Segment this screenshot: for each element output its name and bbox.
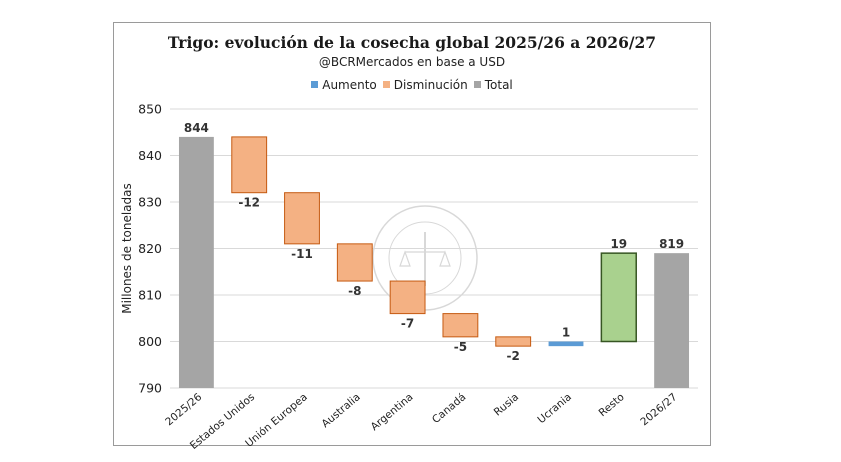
data-label-5: -5 xyxy=(454,340,467,354)
category-label-6: Rusia xyxy=(492,391,521,418)
y-axis-label: Millones de toneladas xyxy=(120,183,134,314)
bar-8 xyxy=(600,252,637,343)
bar-1 xyxy=(231,136,268,194)
y-tick-label: 800 xyxy=(138,334,162,349)
category-label-0: 2025/26 xyxy=(163,391,204,428)
legend-item-2: Total xyxy=(473,78,513,92)
bar-6 xyxy=(495,336,532,347)
bar-2 xyxy=(284,192,320,245)
legend-item-0: Aumento xyxy=(311,78,377,92)
category-label-7: Ucrania xyxy=(535,391,574,426)
bar-9 xyxy=(654,253,690,388)
y-tick-label: 820 xyxy=(138,241,162,256)
legend-swatch xyxy=(311,81,319,88)
legend-label: Total xyxy=(484,78,513,92)
legend-item-1: Disminución xyxy=(382,78,468,92)
seal-scales xyxy=(399,250,451,267)
data-label-0: 844 xyxy=(184,121,209,135)
data-label-3: -8 xyxy=(348,284,361,298)
category-label-3: Australia xyxy=(319,391,362,430)
bar-5 xyxy=(442,313,479,338)
bar-7 xyxy=(548,341,584,347)
legend-swatch xyxy=(473,81,481,88)
y-tick-label: 830 xyxy=(138,195,162,210)
data-label-9: 819 xyxy=(659,237,684,251)
bar-3 xyxy=(336,243,373,282)
data-label-4: -7 xyxy=(401,317,414,331)
y-tick-label: 790 xyxy=(138,381,162,396)
category-label-4: Argentina xyxy=(369,391,416,433)
category-label-5: Canadá xyxy=(430,391,468,426)
bar-4 xyxy=(389,280,426,315)
chart-subtitle: @BCRMercados en base a USD xyxy=(318,55,506,69)
y-tick-label: 850 xyxy=(138,102,162,117)
data-label-8: 19 xyxy=(610,237,627,251)
category-label-8: Resto xyxy=(597,391,627,419)
legend: Aumento Disminución Total xyxy=(113,78,711,92)
legend-label: Disminución xyxy=(393,78,468,92)
category-label-9: 2026/27 xyxy=(638,391,679,428)
bar-0 xyxy=(178,136,214,388)
chart-title: Trigo: evolución de la cosecha global 20… xyxy=(167,33,657,52)
data-label-1: -12 xyxy=(238,196,260,210)
y-tick-label: 810 xyxy=(138,288,162,303)
data-label-2: -11 xyxy=(291,247,313,261)
legend-swatch xyxy=(382,81,390,88)
legend-label: Aumento xyxy=(322,78,377,92)
data-label-7: 1 xyxy=(562,326,570,340)
data-label-6: -2 xyxy=(507,349,520,363)
y-tick-label: 840 xyxy=(138,148,162,163)
